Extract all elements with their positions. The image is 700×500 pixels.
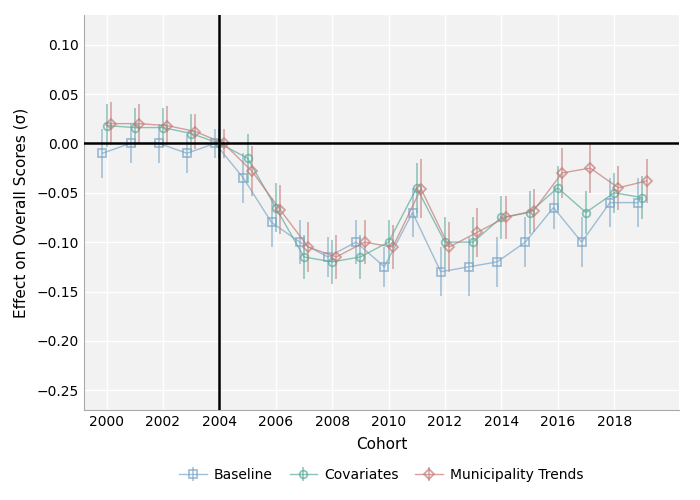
Y-axis label: Effect on Overall Scores (σ): Effect on Overall Scores (σ) <box>13 108 29 318</box>
Legend: Baseline, Covariates, Municipality Trends: Baseline, Covariates, Municipality Trend… <box>179 468 584 482</box>
X-axis label: Cohort: Cohort <box>356 437 407 452</box>
